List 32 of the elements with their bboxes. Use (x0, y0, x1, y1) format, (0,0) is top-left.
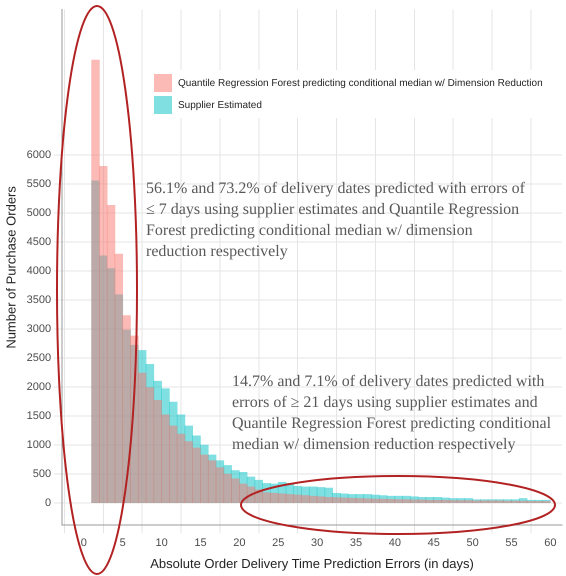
x-tick-label: 20 (233, 536, 246, 549)
x-tick-label: 25 (272, 536, 284, 549)
x-tick-label: 0 (80, 536, 87, 549)
x-tick-label: 60 (544, 536, 556, 549)
y-tick-label: 2500 (26, 352, 52, 364)
x-tick-label: 30 (310, 536, 324, 549)
legend-label: Quantile Regression Forest predicting conditional median w/ Dimension Reduction (178, 78, 543, 88)
x-tick-label: 5 (120, 536, 126, 549)
x-axis-title: Absolute Order Delivery Time Prediction Errors (in days) (150, 556, 474, 571)
y-tick-label: 2000 (26, 381, 52, 394)
x-tick-label: 15 (194, 536, 207, 549)
y-tick-label: 6000 (26, 148, 52, 161)
x-tick-label: 45 (428, 536, 440, 549)
y-tick-label: 5500 (26, 178, 52, 190)
y-tick-label: 1000 (26, 439, 52, 452)
x-tick-label: 55 (505, 536, 518, 549)
y-axis-title: Number of Purchase Orders (3, 186, 18, 349)
y-tick-label: 500 (32, 468, 52, 480)
annotation: 14.7% and 7.1% of delivery dates predicted with errors of ≥ 21 days using supplier estimates and Quantile Regression Forest predicting conditional median w/ dimension reduction respectively (232, 372, 552, 455)
y-tick-label: 3500 (26, 294, 52, 306)
legend-label: Supplier Estimated (178, 100, 262, 110)
y-tick-label: 4500 (26, 236, 52, 248)
x-tick-label: 40 (388, 536, 401, 549)
y-tick-label: 5000 (26, 206, 52, 219)
x-tick-label: 35 (350, 536, 362, 549)
x-tick-label: 10 (155, 536, 168, 549)
y-tick-label: 3000 (26, 322, 52, 335)
y-tick-label: 1500 (26, 410, 52, 422)
annotation: 56.1% and 73.2% of delivery dates predicted with errors of ≤ 7 days using supplier estimates and Quantile Regression Forest predicting conditional median w/ dimension reduction respectively (146, 179, 526, 262)
x-tick-label: 50 (466, 536, 479, 549)
y-tick-label: 0 (44, 497, 52, 510)
y-tick-label: 4000 (26, 264, 52, 277)
